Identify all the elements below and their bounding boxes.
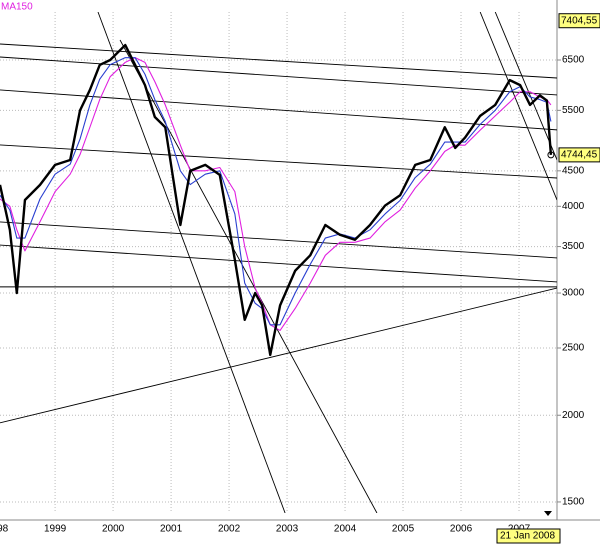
trendline [494, 12, 557, 161]
x-tick-label: 2004 [334, 524, 357, 535]
x-tick-label: 1999 [44, 524, 67, 535]
y-tick-label: 1500 [562, 497, 585, 508]
trendline [0, 287, 557, 424]
x-tick-label: 2001 [160, 524, 183, 535]
series-line [0, 43, 553, 357]
trendline [97, 12, 286, 513]
last-point [547, 151, 555, 159]
y-tick-label: 2000 [562, 410, 585, 421]
y-tick-label: 2500 [562, 343, 585, 354]
date-box [496, 528, 561, 544]
x-tick-label: 2006 [450, 524, 473, 535]
trendline [479, 12, 557, 201]
trendline [119, 39, 378, 513]
legend-label: MA150 [1, 2, 33, 13]
x-tick-label: 2000 [102, 524, 125, 535]
y-tick-label: 5500 [562, 105, 585, 116]
trendline [0, 56, 557, 96]
y-tick-label: 4500 [562, 165, 585, 176]
high-label: 7404,55 [561, 15, 598, 26]
plot-area [0, 12, 557, 513]
high-label-box [558, 13, 600, 29]
x-tick-label: 2005 [392, 524, 415, 535]
trendline [0, 144, 557, 179]
trendline [0, 244, 557, 283]
last-label-box [558, 147, 600, 163]
y-tick-label: 3500 [562, 241, 585, 252]
x-tick-label: 1998 [0, 524, 9, 535]
scroll-marker [544, 511, 552, 516]
x-tick-label: 2003 [276, 524, 299, 535]
y-tick-label: 4000 [562, 201, 585, 212]
last-label: 4744,45 [561, 150, 598, 161]
date-label: 21 Jan 2008 [500, 531, 555, 542]
x-tick-label: 2002 [218, 524, 241, 535]
y-tick-label: 3000 [562, 288, 585, 299]
trendline [0, 43, 557, 79]
trendline [0, 221, 557, 259]
y-tick-label: 6500 [562, 55, 585, 66]
